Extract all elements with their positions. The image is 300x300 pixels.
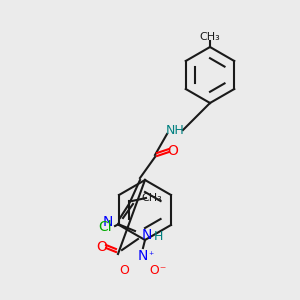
Text: O: O	[168, 144, 178, 158]
Text: Cl: Cl	[98, 220, 112, 234]
Text: O     O⁻: O O⁻	[120, 263, 166, 277]
Text: CH₃: CH₃	[142, 193, 162, 203]
Text: NH: NH	[166, 124, 184, 136]
Text: ⁺: ⁺	[148, 251, 154, 261]
Text: H: H	[154, 230, 164, 244]
Text: N: N	[103, 215, 113, 229]
Text: O: O	[97, 240, 107, 254]
Text: N: N	[138, 249, 148, 263]
Text: N: N	[142, 228, 152, 242]
Text: CH₃: CH₃	[200, 32, 220, 42]
